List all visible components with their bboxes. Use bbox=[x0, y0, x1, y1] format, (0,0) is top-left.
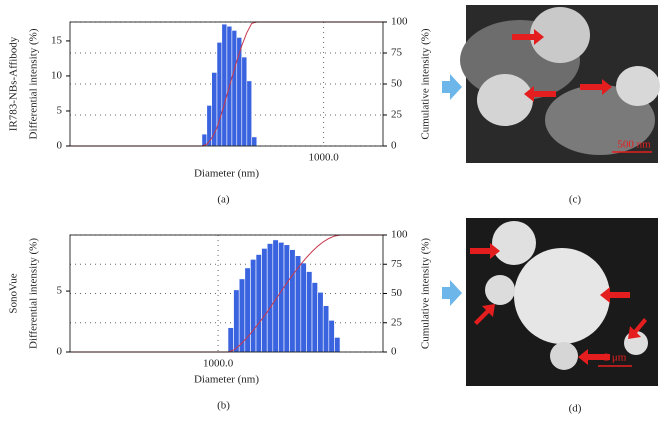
y-tick-label: 0 bbox=[57, 140, 63, 152]
micrograph-d: 2 μm bbox=[466, 218, 658, 386]
y-axis-label: Differential intensity (%) bbox=[28, 238, 40, 349]
y-tick-label: 15 bbox=[51, 34, 63, 46]
bar bbox=[221, 23, 228, 147]
sample-label: SonoVue bbox=[8, 273, 20, 313]
bar bbox=[300, 262, 307, 353]
y2-tick-label: 75 bbox=[391, 47, 403, 59]
x-tick-label: 1000.0 bbox=[203, 358, 234, 370]
y-tick-label: 5 bbox=[57, 105, 63, 117]
y-tick-label: 10 bbox=[51, 69, 63, 81]
y2-tick-label: 25 bbox=[391, 109, 403, 121]
bar bbox=[322, 305, 330, 353]
bar bbox=[251, 136, 258, 147]
bar bbox=[216, 42, 223, 147]
arrow bbox=[442, 74, 462, 100]
panel-label: (a) bbox=[217, 194, 230, 206]
bar bbox=[283, 244, 290, 353]
bar bbox=[278, 242, 285, 353]
scale-bar-label: 2 μm bbox=[604, 352, 627, 364]
y2-tick-label: 50 bbox=[391, 78, 403, 90]
bar bbox=[266, 243, 274, 353]
cumulative-line bbox=[70, 21, 383, 147]
sample-label: IR783-NBs-Affibody bbox=[8, 36, 20, 131]
y2-axis-label: Cumulative intensity (%) bbox=[420, 238, 432, 350]
bar bbox=[289, 249, 296, 353]
bar bbox=[246, 80, 253, 147]
y-tick-label: 0 bbox=[57, 346, 63, 358]
bar bbox=[311, 282, 318, 353]
bar bbox=[250, 259, 257, 353]
bar bbox=[261, 248, 268, 353]
bar bbox=[211, 72, 218, 147]
y-tick-label: 5 bbox=[57, 285, 63, 297]
bar bbox=[328, 320, 335, 353]
y2-tick-label: 50 bbox=[391, 287, 403, 299]
bar bbox=[334, 337, 341, 353]
y2-tick-label: 100 bbox=[391, 16, 408, 28]
bar bbox=[306, 271, 313, 353]
cumulative-line bbox=[70, 234, 383, 353]
x-tick-label: 1000.0 bbox=[308, 152, 339, 164]
y2-tick-label: 0 bbox=[391, 140, 397, 152]
y2-axis-label: Cumulative intensity (%) bbox=[420, 28, 432, 140]
bar bbox=[241, 56, 248, 147]
y2-tick-label: 25 bbox=[391, 316, 403, 328]
y2-tick-label: 0 bbox=[391, 346, 397, 358]
bar bbox=[233, 289, 240, 353]
panel-label: (c) bbox=[569, 194, 582, 206]
y-axis-label: Differential intensity (%) bbox=[28, 28, 40, 139]
arrow bbox=[442, 280, 462, 306]
y2-tick-label: 75 bbox=[391, 258, 403, 270]
plot-frame bbox=[69, 21, 384, 147]
scale-bar-label: 500 nm bbox=[617, 139, 651, 151]
panel-label: (d) bbox=[569, 403, 582, 415]
bar bbox=[231, 30, 238, 147]
bar bbox=[227, 327, 234, 353]
micrograph-c: 500 nm bbox=[460, 5, 660, 163]
panel-label: (b) bbox=[217, 400, 230, 412]
y2-tick-label: 100 bbox=[391, 229, 408, 241]
x-axis-label: Diameter (nm) bbox=[194, 168, 259, 180]
plot-frame bbox=[69, 234, 384, 353]
bar bbox=[317, 291, 324, 353]
bar bbox=[255, 254, 262, 353]
x-axis-label: Diameter (nm) bbox=[194, 374, 259, 386]
